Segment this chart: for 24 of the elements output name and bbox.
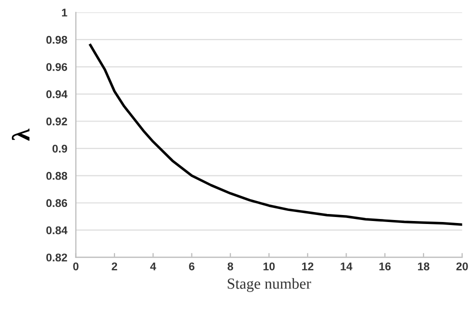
y-tick-label: 0.96 [46,63,68,71]
y-tick-label: 1 [62,8,68,16]
x-tick-label: 4 [150,262,156,270]
y-tick-label: 0.98 [46,36,68,44]
x-tick-label: 10 [264,262,275,270]
y-axis-title: λ [12,128,30,141]
y-tick-label: 0.82 [46,254,68,262]
y-tick-label: 0.9 [52,144,68,153]
y-tick-label: 0.86 [46,199,68,208]
y-tick-label: 0.94 [46,90,68,98]
x-tick-label: 18 [418,262,430,270]
x-tick-label: 2 [112,262,118,270]
x-tick-label: 20 [456,262,468,270]
y-tick-label: 0.92 [46,118,68,126]
x-tick-label: 8 [228,262,234,270]
x-tick-label: 6 [189,262,194,270]
x-tick-label: 12 [302,262,314,270]
y-tick-label: 0.84 [46,226,68,234]
x-axis-title: Stage number [228,278,312,292]
x-tick-label: 16 [379,262,391,270]
y-tick-label: 0.88 [46,172,68,180]
x-tick-label: 0 [73,262,78,270]
line-series [89,44,462,226]
x-tick-label: 14 [340,262,352,270]
